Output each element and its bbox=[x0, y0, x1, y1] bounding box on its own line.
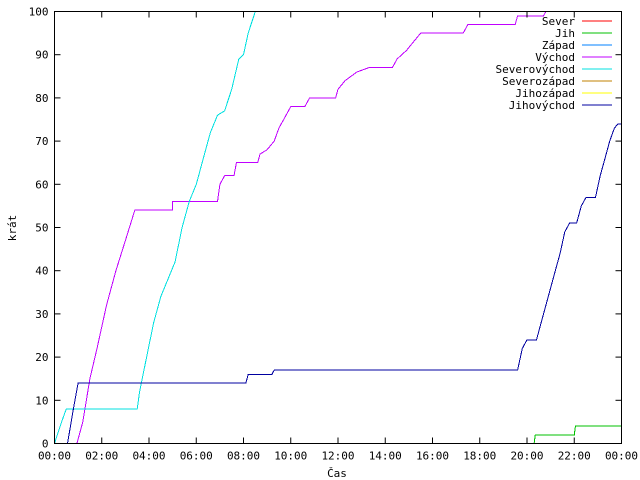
plot-area bbox=[54, 11, 622, 444]
x-tick-label: 22:00 bbox=[558, 450, 591, 463]
y-tick-label: 0 bbox=[42, 438, 49, 451]
y-tick-label: 80 bbox=[35, 92, 48, 105]
legend-label: Sever bbox=[542, 15, 575, 28]
legend-label: Východ bbox=[535, 51, 575, 64]
series-line-východ bbox=[54, 11, 547, 444]
y-axis: 0 10 20 30 40 50 60 70 80 90 100 bbox=[29, 6, 622, 451]
y-tick-label: 90 bbox=[35, 49, 48, 62]
legend: SeverJihZápadVýchodSeverovýchodSeverozáp… bbox=[496, 15, 612, 112]
x-tick-label: 08:00 bbox=[227, 450, 260, 463]
x-tick-label: 14:00 bbox=[369, 450, 402, 463]
x-tick-label: 04:00 bbox=[132, 450, 165, 463]
x-tick-label: 16:00 bbox=[416, 450, 449, 463]
legend-label: Západ bbox=[542, 39, 575, 52]
x-tick-label: 02:00 bbox=[85, 450, 118, 463]
y-tick-label: 30 bbox=[35, 308, 48, 321]
x-tick-label: 00:00 bbox=[38, 450, 71, 463]
x-tick-label: 06:00 bbox=[180, 450, 213, 463]
x-tick-label: 00:00 bbox=[605, 450, 638, 463]
y-tick-label: 20 bbox=[35, 351, 48, 364]
legend-label: Jihovýchod bbox=[509, 99, 575, 112]
x-tick-label: 12:00 bbox=[321, 450, 354, 463]
y-tick-label: 60 bbox=[35, 178, 48, 191]
x-axis: 00:00 02:00 04:00 06:00 08:00 10:00 12:00 14:00… bbox=[38, 11, 638, 463]
y-tick-label: 50 bbox=[35, 222, 48, 235]
x-tick-label: 18:00 bbox=[463, 450, 496, 463]
legend-label: Jih bbox=[555, 27, 575, 40]
x-tick-label: 20:00 bbox=[510, 450, 543, 463]
legend-label: Jihozápad bbox=[515, 87, 575, 100]
legend-label: Severovýchod bbox=[496, 63, 575, 76]
legend-label: Severozápad bbox=[502, 75, 575, 88]
x-tick-label: 10:00 bbox=[274, 450, 307, 463]
series-line-jihovýchod bbox=[54, 123, 622, 444]
y-tick-label: 70 bbox=[35, 135, 48, 148]
y-tick-label: 100 bbox=[29, 6, 49, 19]
series-line-severovýchod bbox=[54, 11, 256, 444]
x-axis-label: Čas bbox=[327, 467, 347, 480]
y-tick-label: 10 bbox=[35, 394, 48, 407]
y-tick-label: 40 bbox=[35, 265, 48, 278]
y-axis-label: krát bbox=[6, 215, 19, 242]
